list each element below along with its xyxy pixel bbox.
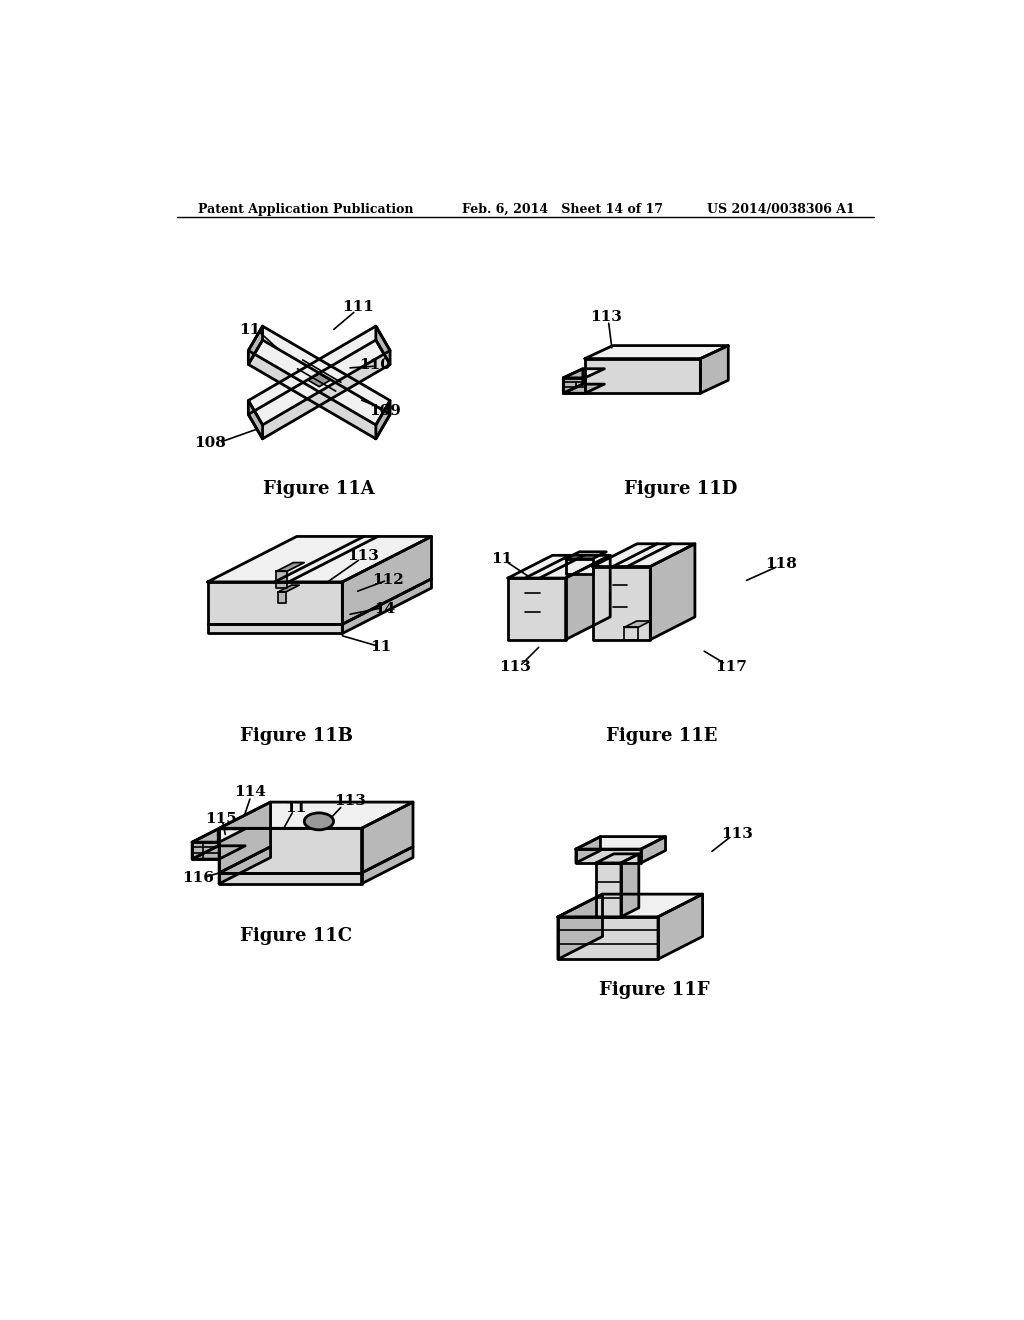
- Polygon shape: [361, 803, 413, 873]
- Text: 111: 111: [342, 300, 374, 314]
- Text: Figure 11C: Figure 11C: [240, 927, 352, 945]
- Polygon shape: [625, 627, 638, 640]
- Polygon shape: [342, 536, 431, 624]
- Polygon shape: [376, 400, 390, 438]
- Polygon shape: [249, 400, 262, 438]
- Polygon shape: [249, 326, 390, 425]
- Polygon shape: [700, 346, 728, 393]
- Polygon shape: [641, 837, 666, 863]
- Text: Figure 11F: Figure 11F: [599, 981, 710, 999]
- Text: 11: 11: [240, 323, 260, 337]
- Polygon shape: [621, 854, 639, 917]
- Polygon shape: [650, 544, 695, 640]
- Polygon shape: [276, 562, 304, 572]
- Text: 11: 11: [286, 800, 307, 814]
- Polygon shape: [596, 854, 639, 863]
- Polygon shape: [558, 917, 658, 960]
- Text: 108: 108: [194, 437, 226, 450]
- Polygon shape: [558, 894, 602, 960]
- Text: 113: 113: [591, 310, 623, 323]
- Polygon shape: [563, 378, 585, 393]
- Text: 11: 11: [371, 640, 391, 655]
- Polygon shape: [276, 572, 287, 589]
- Text: 11: 11: [492, 552, 512, 566]
- Text: 113: 113: [500, 660, 531, 673]
- Text: Figure 11D: Figure 11D: [625, 480, 738, 499]
- Polygon shape: [565, 558, 593, 574]
- Polygon shape: [508, 578, 565, 640]
- Polygon shape: [563, 384, 604, 393]
- Polygon shape: [593, 566, 650, 640]
- Polygon shape: [219, 829, 361, 873]
- Polygon shape: [193, 829, 245, 842]
- Text: 110: 110: [359, 358, 391, 372]
- Polygon shape: [565, 556, 610, 640]
- Text: Figure 11A: Figure 11A: [263, 480, 375, 499]
- Polygon shape: [558, 894, 702, 917]
- Polygon shape: [596, 863, 621, 917]
- Polygon shape: [563, 368, 583, 393]
- Text: 109: 109: [369, 404, 400, 418]
- Text: 113: 113: [347, 549, 379, 562]
- Polygon shape: [563, 368, 604, 378]
- Polygon shape: [208, 624, 342, 634]
- Polygon shape: [575, 837, 600, 863]
- Polygon shape: [575, 849, 641, 863]
- Polygon shape: [376, 326, 390, 364]
- Polygon shape: [219, 803, 413, 829]
- Polygon shape: [278, 585, 299, 593]
- Polygon shape: [193, 842, 219, 859]
- Text: 116: 116: [182, 871, 214, 886]
- Text: 115: 115: [206, 812, 238, 826]
- Text: 14: 14: [374, 602, 395, 616]
- Polygon shape: [208, 582, 342, 624]
- Polygon shape: [593, 544, 695, 566]
- Polygon shape: [575, 837, 666, 849]
- Polygon shape: [219, 803, 270, 873]
- Polygon shape: [565, 552, 606, 558]
- Polygon shape: [585, 359, 700, 393]
- Polygon shape: [249, 326, 262, 364]
- Polygon shape: [249, 326, 390, 425]
- Polygon shape: [342, 578, 431, 634]
- Polygon shape: [193, 846, 245, 859]
- Text: Figure 11E: Figure 11E: [606, 727, 718, 744]
- Text: 113: 113: [334, 795, 366, 808]
- Text: 118: 118: [765, 557, 797, 572]
- Polygon shape: [208, 536, 431, 582]
- Text: Figure 11B: Figure 11B: [240, 727, 352, 744]
- Polygon shape: [249, 341, 390, 438]
- Text: Feb. 6, 2014   Sheet 14 of 17: Feb. 6, 2014 Sheet 14 of 17: [462, 203, 663, 215]
- Polygon shape: [625, 620, 650, 627]
- Polygon shape: [361, 846, 413, 884]
- Polygon shape: [508, 556, 610, 578]
- Polygon shape: [585, 346, 728, 359]
- Text: 114: 114: [233, 785, 266, 799]
- Polygon shape: [219, 846, 270, 884]
- Text: 113: 113: [721, 828, 754, 841]
- Text: US 2014/0038306 A1: US 2014/0038306 A1: [707, 203, 854, 215]
- Polygon shape: [658, 894, 702, 960]
- Polygon shape: [219, 873, 361, 884]
- Text: Patent Application Publication: Patent Application Publication: [199, 203, 414, 215]
- Polygon shape: [249, 341, 390, 438]
- Polygon shape: [193, 829, 218, 859]
- Ellipse shape: [304, 813, 334, 830]
- Polygon shape: [308, 374, 331, 387]
- Text: 117: 117: [715, 660, 748, 673]
- Text: 112: 112: [373, 573, 404, 587]
- Polygon shape: [278, 593, 286, 603]
